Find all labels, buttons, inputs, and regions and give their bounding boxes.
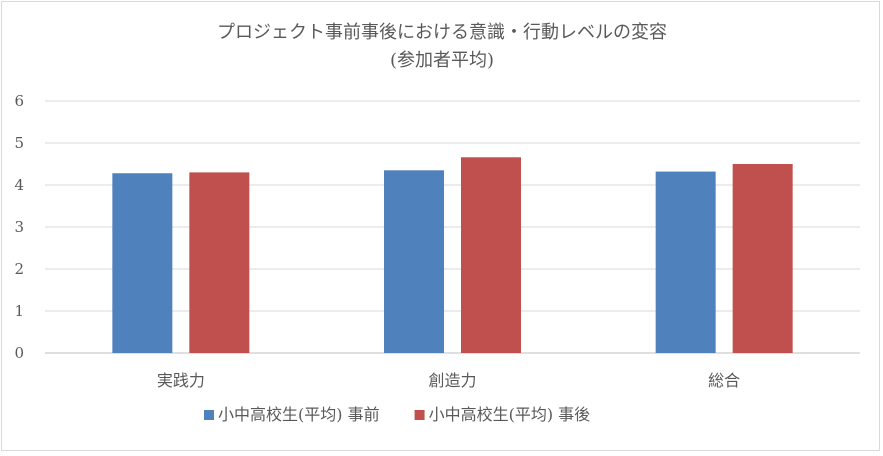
bar bbox=[655, 171, 716, 353]
x-axis-labels: 実践力 創造力 総合 bbox=[157, 371, 740, 390]
y-tick-label: 4 bbox=[14, 176, 24, 194]
legend-swatch bbox=[204, 410, 214, 420]
bar bbox=[461, 157, 521, 353]
chart-subtitle: (参加者平均) bbox=[390, 50, 494, 71]
y-tick-label: 5 bbox=[14, 134, 24, 152]
y-axis-ticks: 0 1 2 3 4 5 6 bbox=[14, 92, 24, 362]
x-category-label: 実践力 bbox=[157, 371, 205, 390]
bar bbox=[189, 172, 250, 353]
bar bbox=[384, 170, 444, 353]
legend: 小中高校生(平均) 事前 小中高校生(平均) 事後 bbox=[204, 405, 590, 424]
bar bbox=[732, 164, 793, 353]
legend-label: 小中高校生(平均) 事前 bbox=[218, 405, 380, 424]
x-category-label: 創造力 bbox=[428, 371, 476, 390]
bar bbox=[112, 173, 173, 353]
x-category-label: 総合 bbox=[708, 371, 740, 390]
y-tick-label: 6 bbox=[14, 92, 24, 110]
y-tick-label: 0 bbox=[14, 344, 24, 362]
bars bbox=[112, 157, 793, 353]
legend-label: 小中高校生(平均) 事後 bbox=[429, 405, 591, 424]
legend-swatch bbox=[414, 410, 425, 420]
gridlines bbox=[45, 100, 860, 354]
y-tick-label: 3 bbox=[14, 218, 24, 236]
y-tick-label: 1 bbox=[14, 302, 24, 320]
y-tick-label: 2 bbox=[14, 260, 24, 278]
chart-title: プロジェクト事前事後における意識・行動レベルの変容 bbox=[217, 22, 667, 43]
